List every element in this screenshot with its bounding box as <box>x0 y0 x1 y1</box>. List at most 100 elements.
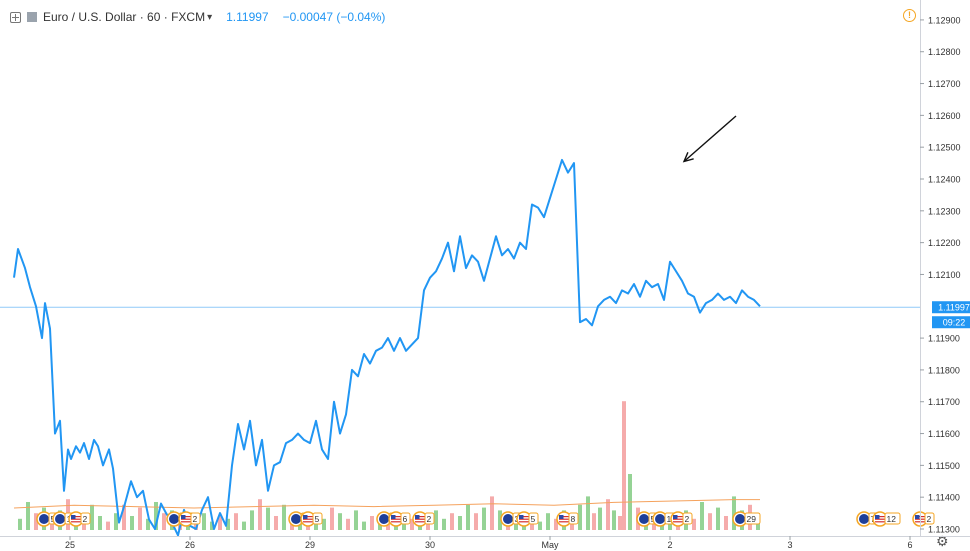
volume-bar <box>434 510 438 530</box>
volume-bar <box>210 521 214 530</box>
separator: · <box>136 10 148 24</box>
info-circle-icon[interactable]: ! <box>903 9 916 22</box>
countdown-tag <box>932 316 970 329</box>
volume-bar <box>700 502 704 530</box>
volume-bar <box>154 502 158 530</box>
chart-header: Euro / U.S. Dollar · 60 · FXCM ▾ 1.11997… <box>10 8 385 26</box>
eu-flag-icon <box>859 514 869 524</box>
volume-bar <box>618 516 622 530</box>
x-tick-label: 25 <box>65 540 75 550</box>
volume-bar <box>708 513 712 530</box>
us-flag-stripe <box>391 518 401 520</box>
y-tick-label: 1.12600 <box>928 111 961 121</box>
us-flag-canton <box>303 515 308 519</box>
chevron-down-icon[interactable]: ▾ <box>207 11 213 23</box>
y-tick-label: 1.12900 <box>928 15 961 25</box>
interval[interactable]: 60 <box>147 10 161 24</box>
volume-bar <box>668 521 672 530</box>
volume-bar <box>138 507 142 530</box>
volume-bar <box>692 518 696 530</box>
volume-bar <box>114 513 118 530</box>
volume-bar <box>218 516 222 530</box>
us-flag-canton <box>673 515 678 519</box>
volume-bar <box>26 502 30 530</box>
us-flag-stripe <box>303 521 313 523</box>
volume-bar <box>538 521 542 530</box>
volume-bar <box>162 513 166 530</box>
y-tick-label: 1.11500 <box>928 461 960 471</box>
volume-ma-line <box>13 499 760 509</box>
volume-bar <box>130 516 134 530</box>
us-flag-stripe <box>415 521 425 523</box>
eu-flag-icon <box>291 514 301 524</box>
event-count: 2 <box>193 514 198 524</box>
event-count: 2 <box>83 514 88 524</box>
us-flag-stripe <box>519 516 529 518</box>
us-flag-stripe <box>415 516 425 518</box>
event-count: 5 <box>531 514 536 524</box>
plot-area[interactable]: 512231265462358517229712233 <box>0 115 970 537</box>
us-flag-stripe <box>673 518 683 520</box>
volume-bar <box>234 513 238 530</box>
y-tick-label: 1.11800 <box>928 365 960 375</box>
volume-bar <box>598 507 602 530</box>
volume-bar <box>716 507 720 530</box>
volume-bar <box>482 507 486 530</box>
event-count-box <box>682 512 693 525</box>
y-tick-label: 1.12400 <box>928 175 961 185</box>
us-flag-stripe <box>519 521 529 523</box>
volume-bar <box>338 513 342 530</box>
y-tick-label: 1.11700 <box>928 397 960 407</box>
volume-bar <box>34 513 38 530</box>
event-count-box <box>528 512 539 525</box>
volume-bar <box>592 513 596 530</box>
volume-bar <box>18 518 22 530</box>
volume-bar <box>330 507 334 530</box>
us-flag-stripe <box>71 521 81 523</box>
plus-square-icon[interactable] <box>10 11 21 23</box>
volume-bar <box>106 521 110 530</box>
volume-bar <box>732 496 736 530</box>
volume-bar <box>622 401 626 530</box>
volume-bar <box>724 516 728 530</box>
volume-bar <box>226 518 230 530</box>
event-count: 2 <box>685 514 690 524</box>
volume-bar <box>410 518 414 530</box>
event-count-box <box>312 512 323 525</box>
volume-bar <box>458 516 462 530</box>
annotation-arrow-icon <box>683 115 737 163</box>
us-flag-stripe <box>71 518 81 520</box>
volume-bar <box>346 518 350 530</box>
eu-flag-icon <box>379 514 389 524</box>
us-flag-canton <box>391 515 396 519</box>
event-count: 6 <box>403 514 408 524</box>
symbol-name[interactable]: Euro / U.S. Dollar <box>43 10 137 24</box>
x-tick-label: 2 <box>667 540 672 550</box>
y-tick-label: 1.11900 <box>928 334 960 344</box>
x-tick-label: 6 <box>907 540 912 550</box>
volume-bar <box>370 516 374 530</box>
gear-icon[interactable]: ⚙ <box>936 533 949 549</box>
x-tick-label: 26 <box>185 540 195 550</box>
eu-flag-icon <box>55 514 65 524</box>
volume-bar <box>322 518 326 530</box>
us-flag-canton <box>915 515 920 519</box>
volume-bar <box>612 510 616 530</box>
x-tick-label: May <box>541 540 559 550</box>
x-tick-label: 3 <box>787 540 792 550</box>
volume-bar <box>586 496 590 530</box>
us-flag-stripe <box>673 521 683 523</box>
us-flag-stripe <box>303 516 313 518</box>
exchange[interactable]: FXCM <box>171 10 206 24</box>
x-tick-label: 29 <box>305 540 315 550</box>
event-count: 12 <box>887 514 897 524</box>
event-count-box <box>924 512 935 525</box>
y-tick-label: 1.12700 <box>928 79 961 89</box>
countdown-label: 09:22 <box>943 318 966 328</box>
us-flag-stripe <box>303 518 313 520</box>
us-flag-canton <box>71 515 76 519</box>
volume-bar <box>474 513 478 530</box>
x-tick-label: 30 <box>425 540 435 550</box>
event-count-box <box>744 512 761 525</box>
